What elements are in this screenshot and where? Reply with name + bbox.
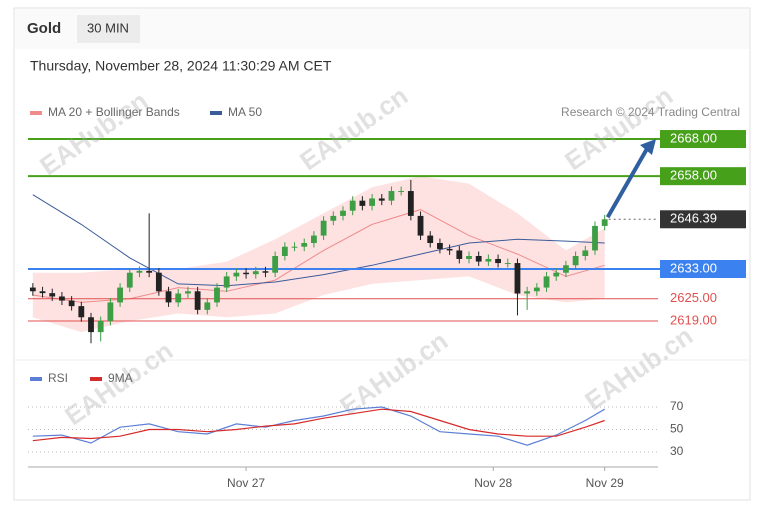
card bbox=[13, 7, 751, 501]
last-price-label: 2646.39 bbox=[670, 211, 717, 226]
candle-body bbox=[601, 219, 608, 226]
candle-body bbox=[175, 293, 182, 303]
candle-body bbox=[369, 198, 375, 206]
rsi-line bbox=[32, 408, 605, 442]
level-box bbox=[660, 130, 746, 149]
candle-body bbox=[223, 276, 230, 288]
candle-body bbox=[592, 225, 598, 251]
candle-body bbox=[378, 198, 385, 201]
candle-body bbox=[243, 272, 249, 275]
forecast-arrow bbox=[605, 146, 650, 219]
interval: 30 MIN bbox=[87, 20, 129, 35]
legend-swatch bbox=[210, 111, 222, 115]
candle-body bbox=[185, 291, 191, 294]
candle-body bbox=[107, 302, 114, 321]
candle-body bbox=[136, 270, 143, 273]
candle-body bbox=[68, 300, 75, 307]
candle-body bbox=[330, 215, 337, 221]
candle-body bbox=[39, 291, 46, 294]
x-tick-label: Nov 29 bbox=[586, 476, 624, 490]
candle-body bbox=[49, 293, 56, 297]
symbol: Gold bbox=[27, 20, 61, 37]
y-tick-label: 50 bbox=[670, 422, 684, 436]
candle-body bbox=[97, 320, 104, 333]
candle-body bbox=[563, 265, 569, 273]
bollinger-band bbox=[32, 176, 605, 333]
level-box bbox=[660, 167, 746, 186]
forecast-arrowhead bbox=[640, 139, 656, 156]
candle-body bbox=[320, 220, 327, 236]
x-tick-label: Nov 28 bbox=[474, 476, 512, 490]
candle-body bbox=[194, 291, 201, 310]
candle-body bbox=[272, 256, 279, 273]
candle-body bbox=[359, 200, 366, 206]
candle-body bbox=[553, 272, 560, 277]
candle-body bbox=[407, 191, 414, 216]
legend-swatch bbox=[30, 377, 42, 381]
candle-body bbox=[417, 215, 424, 236]
level-label: 2658.00 bbox=[670, 168, 717, 183]
candle-body bbox=[214, 287, 220, 303]
candle-body bbox=[233, 272, 240, 277]
candle-body bbox=[533, 287, 540, 292]
candle-body bbox=[146, 270, 153, 273]
y-tick-label: 70 bbox=[670, 399, 684, 413]
level-label: 2633.00 bbox=[670, 260, 717, 275]
candle-body bbox=[349, 200, 356, 211]
timestamp: Thursday, November 28, 2024 11:30:29 AM … bbox=[30, 58, 332, 74]
x-tick-label: Nov 27 bbox=[227, 476, 265, 490]
candle-body bbox=[456, 250, 463, 259]
candle-body bbox=[398, 191, 405, 193]
legend-swatch bbox=[90, 377, 102, 381]
level-label: 2619.00 bbox=[670, 312, 717, 327]
candle-body bbox=[29, 287, 36, 292]
candle-body bbox=[543, 276, 550, 288]
last-price-box bbox=[660, 210, 746, 229]
candle-body bbox=[311, 235, 317, 244]
source: Research © 2024 Trading Central bbox=[561, 105, 740, 119]
rsi-line bbox=[32, 406, 606, 446]
candle-body bbox=[126, 272, 133, 288]
ma-line bbox=[32, 194, 605, 287]
legend-swatch bbox=[30, 111, 42, 115]
candle-body bbox=[446, 248, 453, 251]
level-box bbox=[660, 259, 746, 278]
candle-body bbox=[388, 191, 395, 201]
candle-body bbox=[475, 256, 482, 262]
candle-body bbox=[495, 258, 501, 264]
candle-body bbox=[252, 271, 259, 275]
legend-label: MA 50 bbox=[228, 105, 262, 119]
level-label: 2668.00 bbox=[670, 130, 717, 145]
candle-body bbox=[466, 256, 472, 259]
candle-body bbox=[155, 272, 162, 292]
candle-body bbox=[340, 210, 346, 216]
candle-body bbox=[514, 263, 521, 294]
legend-label: 9MA bbox=[108, 371, 133, 385]
level-label: 2625.00 bbox=[670, 290, 717, 305]
candle-body bbox=[165, 291, 172, 303]
candle-body bbox=[582, 250, 589, 257]
candle-body bbox=[572, 256, 579, 266]
candle-body bbox=[291, 246, 298, 248]
legend-label: RSI bbox=[48, 371, 68, 385]
candle-body bbox=[59, 296, 65, 301]
candle-body bbox=[262, 271, 269, 273]
candle-body bbox=[427, 235, 434, 244]
candle-body bbox=[117, 287, 123, 303]
legend-label: MA 20 + Bollinger Bands bbox=[48, 105, 180, 119]
candle-body bbox=[524, 291, 531, 294]
candle-body bbox=[437, 243, 443, 249]
candle-body bbox=[504, 263, 511, 265]
interval-pill bbox=[77, 15, 140, 43]
candle-body bbox=[301, 243, 308, 247]
candle-body bbox=[281, 246, 288, 257]
candle-body bbox=[204, 302, 211, 310]
candle-body bbox=[485, 258, 492, 262]
candle-body bbox=[88, 317, 94, 333]
y-tick-label: 30 bbox=[670, 444, 684, 458]
candle-body bbox=[78, 306, 85, 318]
